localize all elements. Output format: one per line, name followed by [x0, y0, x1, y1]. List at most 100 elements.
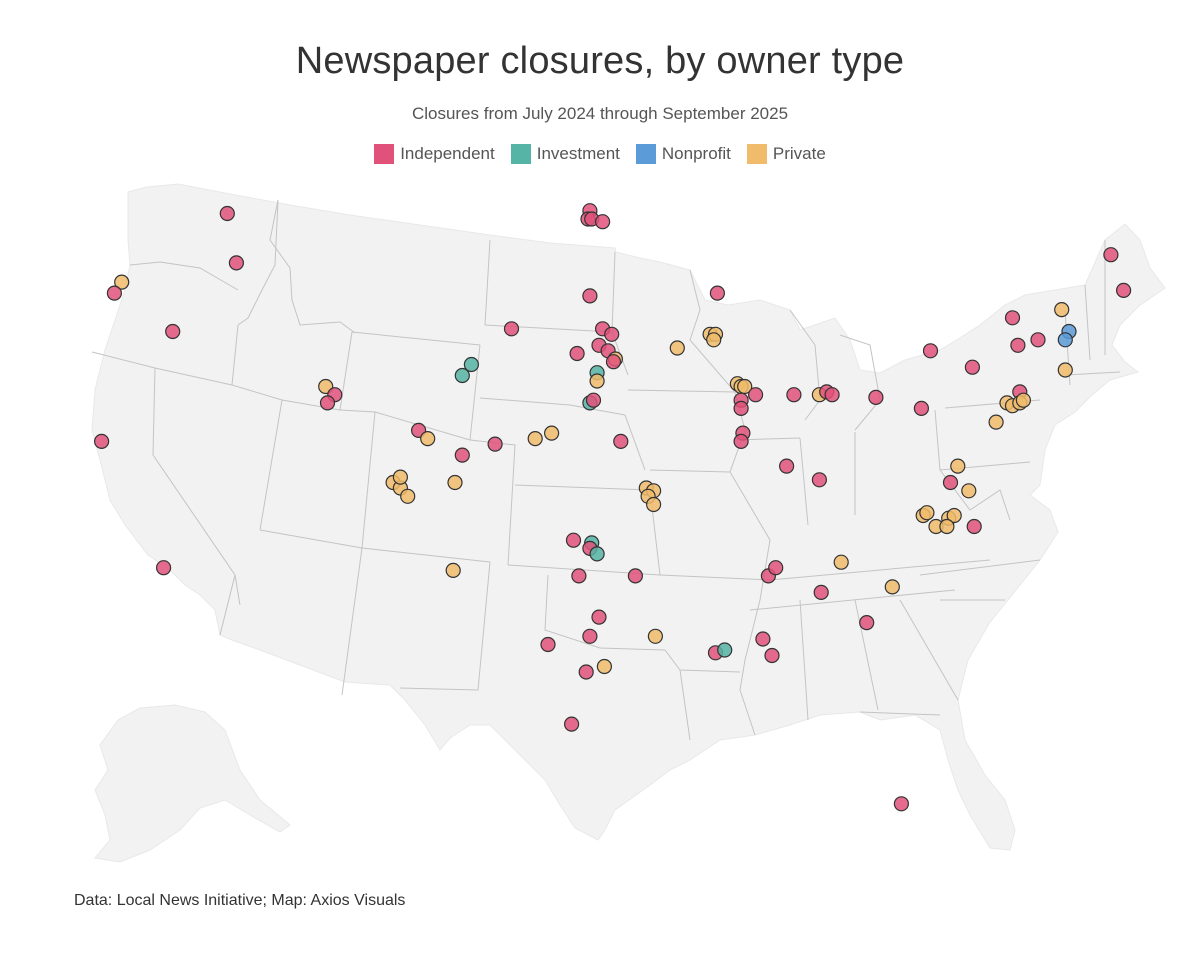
- land-layer: [91, 183, 1166, 863]
- closure-marker-independent: [487, 436, 503, 452]
- closure-marker-private: [114, 274, 130, 290]
- closure-marker-independent: [578, 664, 594, 680]
- border-ky-tn: [769, 559, 991, 581]
- closure-marker-private: [1057, 362, 1073, 378]
- legend-swatch-nonprofit: [635, 144, 656, 164]
- closure-marker-private: [737, 378, 753, 395]
- closure-marker-independent: [942, 474, 959, 491]
- closure-marker-private: [420, 431, 436, 447]
- closure-marker-private: [447, 474, 463, 491]
- legend-item-private: Private: [746, 144, 826, 164]
- closure-marker-independent: [859, 614, 875, 631]
- closure-marker-investment: [454, 367, 470, 384]
- closure-marker-private: [527, 431, 543, 447]
- border-co-nm: [361, 547, 491, 563]
- closure-marker-independent: [565, 532, 582, 548]
- border-mn-wi: [689, 269, 736, 393]
- closure-marker-independent: [569, 345, 585, 362]
- legend-item-independent: Independent: [374, 144, 495, 164]
- closure-marker-independent: [1115, 282, 1132, 298]
- closure-marker-private: [919, 505, 935, 521]
- closure-marker-independent: [627, 568, 644, 584]
- closure-marker-independent: [604, 326, 620, 342]
- border-la-tx: [679, 669, 691, 741]
- border-id-mt: [269, 199, 356, 334]
- closure-marker-independent: [778, 458, 795, 474]
- alaska-land: [94, 704, 291, 863]
- legend-item-nonprofit: Nonprofit: [635, 144, 731, 164]
- border-mi-lower: [839, 334, 881, 431]
- closure-marker-investment: [589, 546, 605, 562]
- closure-marker-private: [950, 458, 966, 474]
- closure-marker-independent: [786, 387, 802, 403]
- closure-marker-independent: [454, 447, 470, 463]
- legend-swatch-investment: [510, 144, 531, 164]
- border-ga-fl: [859, 711, 941, 716]
- closure-marker-private: [946, 507, 962, 524]
- border-nm-tx: [399, 561, 491, 691]
- legend-label-investment: Investment: [536, 144, 620, 163]
- closure-marker-nonprofit: [1057, 332, 1073, 348]
- closure-marker-independent: [503, 321, 520, 337]
- legend-label-independent: Independent: [400, 144, 495, 163]
- closure-marker-independent: [156, 560, 172, 576]
- closure-marker-independent: [893, 796, 910, 812]
- closure-marker-private: [988, 414, 1004, 430]
- legend-swatch-independent: [374, 144, 395, 164]
- closure-marker-private: [669, 340, 685, 356]
- closure-marker-independent: [755, 631, 771, 647]
- closure-marker-private: [400, 488, 416, 504]
- border-al-ga: [854, 599, 879, 711]
- source-note: Data: Local News Initiative; Map: Axios …: [74, 892, 406, 909]
- border-oh-pa: [934, 409, 941, 471]
- border-or-id: [231, 324, 239, 386]
- closure-marker-independent: [811, 472, 828, 488]
- border-az-nm: [341, 547, 363, 696]
- closure-marker-independent: [709, 285, 726, 301]
- border-wa-id: [237, 199, 279, 326]
- closure-marker-independent: [219, 205, 235, 222]
- border-il-in: [799, 437, 809, 526]
- map-subtitle: Closures from July 2024 through Septembe…: [411, 104, 789, 123]
- border-co-ks: [469, 439, 516, 566]
- closure-marker-independent: [913, 400, 930, 416]
- closure-marker-private: [596, 658, 613, 675]
- closure-marker-private: [884, 579, 900, 595]
- border-az-ut: [259, 529, 363, 549]
- closure-marker-private: [939, 518, 955, 535]
- closure-marker-private: [645, 496, 662, 513]
- border-ne-ia: [624, 414, 646, 471]
- map-title: Newspaper closures, by owner type: [295, 40, 905, 82]
- closure-marker-independent: [747, 387, 764, 403]
- border-ca-az: [219, 574, 236, 636]
- closure-marker-private: [543, 425, 560, 441]
- closure-marker-independent: [591, 609, 607, 625]
- legend: Independent Investment Nonprofit Private: [0, 144, 1200, 164]
- closure-marker-independent: [764, 647, 780, 664]
- closure-marker-independent: [605, 354, 622, 370]
- border-ia-mo: [649, 469, 731, 473]
- border-ms-al: [799, 599, 809, 721]
- border-wv: [939, 469, 1011, 521]
- closure-marker-independent: [868, 389, 884, 405]
- closure-marker-independent: [1030, 332, 1046, 348]
- closure-marker-independent: [319, 395, 336, 411]
- closure-marker-investment: [717, 642, 733, 658]
- closure-marker-private: [647, 628, 664, 644]
- border-wy-sd: [469, 344, 481, 441]
- closure-marker-independent: [733, 433, 749, 449]
- legend-item-investment: Investment: [510, 144, 620, 164]
- closure-marker-independent: [571, 568, 587, 584]
- border-va-nc: [919, 559, 1041, 576]
- border-sd-ne: [479, 397, 626, 416]
- border-mo-ar: [659, 574, 771, 581]
- closure-marker-independent: [594, 214, 611, 230]
- closure-marker-independent: [582, 628, 598, 644]
- closure-marker-independent: [824, 387, 840, 403]
- legend-label-nonprofit: Nonprofit: [661, 144, 731, 163]
- closure-marker-independent: [93, 433, 110, 449]
- border-ma-ct: [1064, 371, 1121, 376]
- closure-marker-independent: [966, 518, 982, 535]
- border-ga-sc: [899, 599, 959, 701]
- closure-marker-independent: [165, 323, 181, 340]
